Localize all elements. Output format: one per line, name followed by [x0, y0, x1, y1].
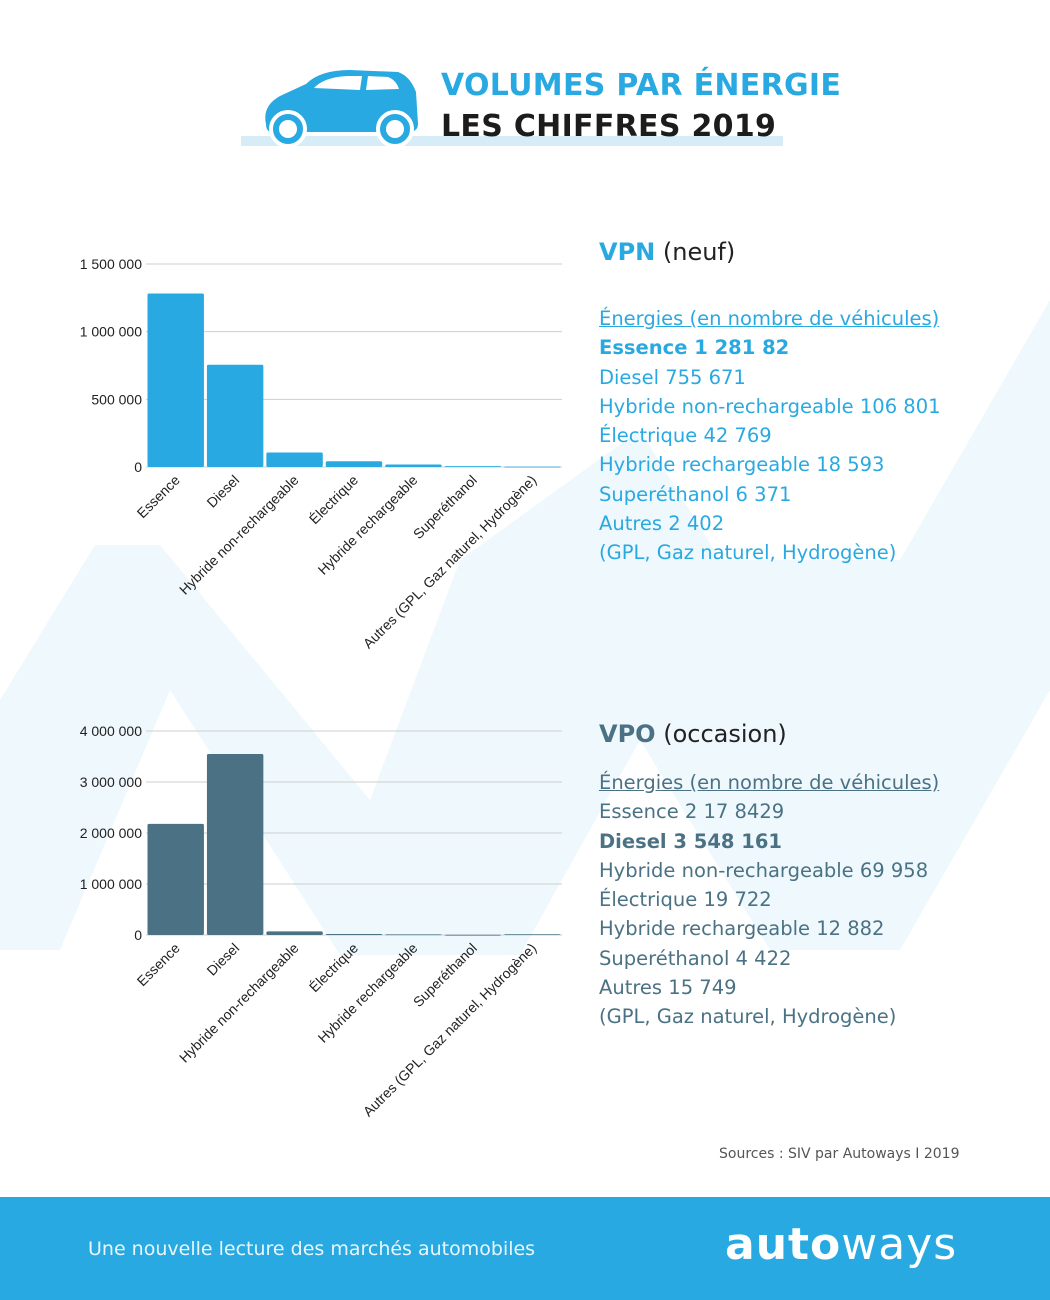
vpo-line-diesel: Diesel 3 548 161	[599, 829, 782, 853]
vpo-category-label: Hybride non-rechargeable	[176, 940, 302, 1066]
vpo-heading-bold: VPO	[599, 720, 656, 748]
vpn-category-label: Diesel	[203, 472, 242, 511]
vpn-bar	[504, 466, 561, 468]
vpn-subheading: Énergies (en nombre de véhicules)	[599, 307, 940, 330]
vpn-y-tick-label: 1 000 000	[80, 324, 142, 340]
vpo-bar	[266, 931, 323, 935]
sources-note: Sources : SIV par Autoways I 2019	[719, 1146, 960, 1162]
vpn-heading-rest: (neuf)	[655, 238, 736, 266]
vpo-category-label: Hybride rechargeable	[315, 940, 421, 1046]
vpo-list: Énergies (en nombre de véhicules) Essenc…	[599, 768, 1019, 1032]
vpn-line-autres-detail: (GPL, Gaz naturel, Hydrogène)	[599, 541, 897, 565]
vpo-line-autres-detail: (GPL, Gaz naturel, Hydrogène)	[599, 1005, 897, 1029]
vpo-bar	[504, 934, 561, 935]
vpn-line-hybride-nr: Hybride non-rechargeable 106 801	[599, 394, 941, 418]
vpo-bar	[325, 933, 383, 935]
vpo-heading-rest: (occasion)	[655, 720, 787, 748]
vpn-category-label: Essence	[134, 472, 183, 521]
vpo-panel: VPO (occasion) Énergies (en nombre de vé…	[599, 720, 1019, 1032]
vpo-y-tick-label: 3 000 000	[80, 774, 142, 790]
vpn-bar	[444, 466, 502, 467]
vpn-panel: VPN (neuf) Énergies (en nombre de véhicu…	[599, 238, 1019, 568]
vpo-heading: VPO (occasion)	[599, 720, 1019, 748]
vpn-line-autres: Autres 2 402	[599, 512, 725, 536]
vpo-bar	[444, 934, 502, 936]
vpo-line-superethanol: Superéthanol 4 422	[599, 946, 792, 970]
title-line-1: VOLUMES PAR ÉNERGIE	[441, 68, 842, 103]
vpn-line-electrique: Électrique 42 769	[599, 424, 772, 448]
vpo-bar	[147, 823, 204, 935]
vpn-line-diesel: Diesel 755 671	[599, 365, 746, 389]
vpo-y-tick-label: 4 000 000	[80, 723, 142, 739]
vpo-y-tick-label: 2 000 000	[80, 825, 142, 841]
vpn-bar	[325, 461, 383, 467]
vpo-line-hybride-nr: Hybride non-rechargeable 69 958	[599, 858, 929, 882]
vpn-list: Énergies (en nombre de véhicules) Essenc…	[599, 304, 1019, 568]
logo-part-bold: auto	[725, 1219, 842, 1270]
logo-part-light: ways	[841, 1219, 958, 1270]
vpo-line-autres: Autres 15 749	[599, 976, 737, 1000]
vpn-line-superethanol: Superéthanol 6 371	[599, 482, 792, 506]
vpo-line-electrique: Électrique 19 722	[599, 888, 772, 912]
vpo-line-essence: Essence 2 17 8429	[599, 800, 785, 824]
car-icon	[265, 70, 418, 148]
vpo-y-tick-label: 0	[134, 927, 142, 943]
vpo-category-label: Diesel	[203, 940, 242, 979]
vpn-category-label: Électrique	[306, 472, 361, 527]
vpo-category-label: Essence	[134, 940, 183, 989]
footer-bar: Une nouvelle lecture des marchés automob…	[0, 1197, 1050, 1300]
vpn-heading: VPN (neuf)	[599, 238, 1019, 266]
vpo-category-label: Électrique	[306, 940, 361, 995]
vpo-line-hybride-r: Hybride rechargeable 12 882	[599, 917, 885, 941]
vpn-y-tick-label: 500 000	[91, 391, 142, 407]
vpn-bar	[266, 452, 323, 467]
vpn-line-hybride-r: Hybride rechargeable 18 593	[599, 453, 885, 477]
vpn-category-label: Hybride non-rechargeable	[176, 472, 302, 598]
vpn-bar	[147, 293, 204, 467]
vpo-bar	[385, 934, 442, 936]
vpo-bar-chart: 0 1 000 000 2 000 000 3 000 000 4 000 000 Ess…	[80, 723, 562, 1119]
vpo-bar	[206, 754, 264, 935]
vpn-y-tick-label: 1 500 000	[80, 256, 142, 272]
autoways-logo: autoways	[725, 1219, 957, 1270]
vpn-y-tick-label: 0	[134, 459, 142, 475]
header-underline	[241, 136, 783, 146]
vpn-bar	[385, 464, 442, 467]
vpo-y-tick-label: 1 000 000	[80, 876, 142, 892]
vpn-bar	[206, 364, 264, 467]
footer-tagline: Une nouvelle lecture des marchés automob…	[88, 1238, 536, 1260]
vpn-category-label: Hybride rechargeable	[315, 472, 421, 578]
vpn-heading-bold: VPN	[599, 238, 656, 266]
vpn-line-essence: Essence 1 281 82	[599, 336, 790, 360]
title-line-2: LES CHIFFRES 2019	[441, 109, 777, 144]
vpo-subheading: Énergies (en nombre de véhicules)	[599, 771, 940, 794]
